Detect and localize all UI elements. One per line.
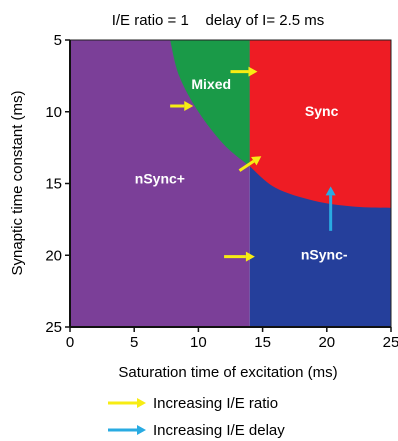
y-axis-label: Synaptic time constant (ms) [9, 90, 26, 275]
legend-label: Increasing I/E ratio [153, 395, 278, 412]
legend-label: Increasing I/E delay [153, 422, 285, 439]
ie-delay-arrow-head [325, 186, 336, 196]
region-label: nSync+ [135, 171, 185, 187]
x-tick-label: 15 [254, 334, 271, 351]
region-label: Mixed [191, 76, 231, 92]
x-tick-label: 25 [383, 334, 398, 351]
ie-ratio-arrow-head [251, 156, 262, 166]
region-labels: nSync+ Mixed Sync nSync- [135, 76, 348, 263]
y-tick-label: 15 [45, 176, 62, 193]
x-axis-label: Saturation time of excitation (ms) [118, 364, 337, 381]
ie-ratio-arrow-head [245, 251, 255, 262]
ie-ratio-arrow-shaft [238, 159, 255, 172]
ie-ratio-arrow-head [248, 66, 258, 77]
annotation-arrows [170, 66, 336, 262]
x-tick-label: 5 [130, 334, 138, 351]
legend-item: Increasing I/E delay [108, 422, 285, 439]
y-tick-label: 5 [54, 32, 62, 49]
ie-ratio-arrow [230, 66, 258, 77]
y-tick-label: 25 [45, 319, 62, 336]
legend: Increasing I/E ratio Increasing I/E delay [108, 395, 285, 439]
legend-arrow-head [137, 398, 146, 408]
ie-ratio-arrow [238, 156, 262, 172]
y-tick-label: 20 [45, 247, 62, 264]
region-label: Sync [305, 103, 339, 119]
region-sync [249, 40, 391, 208]
ie-ratio-arrow [170, 101, 194, 112]
phase-regions [70, 40, 391, 327]
y-tick-label: 10 [45, 104, 62, 121]
ie-delay-arrow [325, 186, 336, 231]
x-tick-label: 10 [190, 334, 207, 351]
ie-ratio-arrow [224, 251, 255, 262]
x-tick-label: 20 [318, 334, 335, 351]
legend-item: Increasing I/E ratio [108, 395, 278, 412]
chart-title: I/E ratio = 1 delay of I= 2.5 ms [112, 12, 325, 29]
x-tick-label: 0 [66, 334, 74, 351]
region-mixed [170, 40, 250, 167]
axes: 0 5 10 15 20 25 5 10 15 20 25 [45, 32, 398, 351]
ie-ratio-arrow-head [184, 101, 194, 112]
legend-arrow-head [137, 425, 146, 435]
region-label: nSync- [301, 247, 348, 263]
